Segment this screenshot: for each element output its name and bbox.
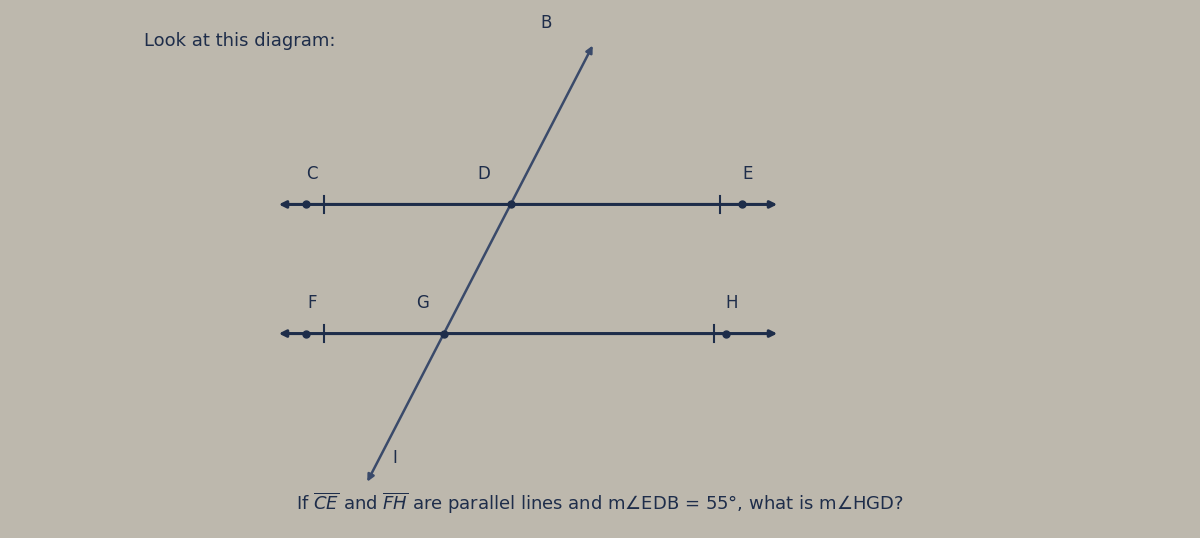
Text: H: H xyxy=(726,294,738,312)
Text: G: G xyxy=(416,294,428,312)
Text: C: C xyxy=(306,165,318,183)
Text: B: B xyxy=(541,15,552,32)
Text: Look at this diagram:: Look at this diagram: xyxy=(144,32,336,50)
Text: F: F xyxy=(307,294,317,312)
Text: E: E xyxy=(743,165,752,183)
Text: D: D xyxy=(478,165,491,183)
Text: I: I xyxy=(392,449,397,467)
Text: If $\overline{CE}$ and $\overline{FH}$ are parallel lines and m∠EDB = 55°, what : If $\overline{CE}$ and $\overline{FH}$ a… xyxy=(296,491,904,516)
